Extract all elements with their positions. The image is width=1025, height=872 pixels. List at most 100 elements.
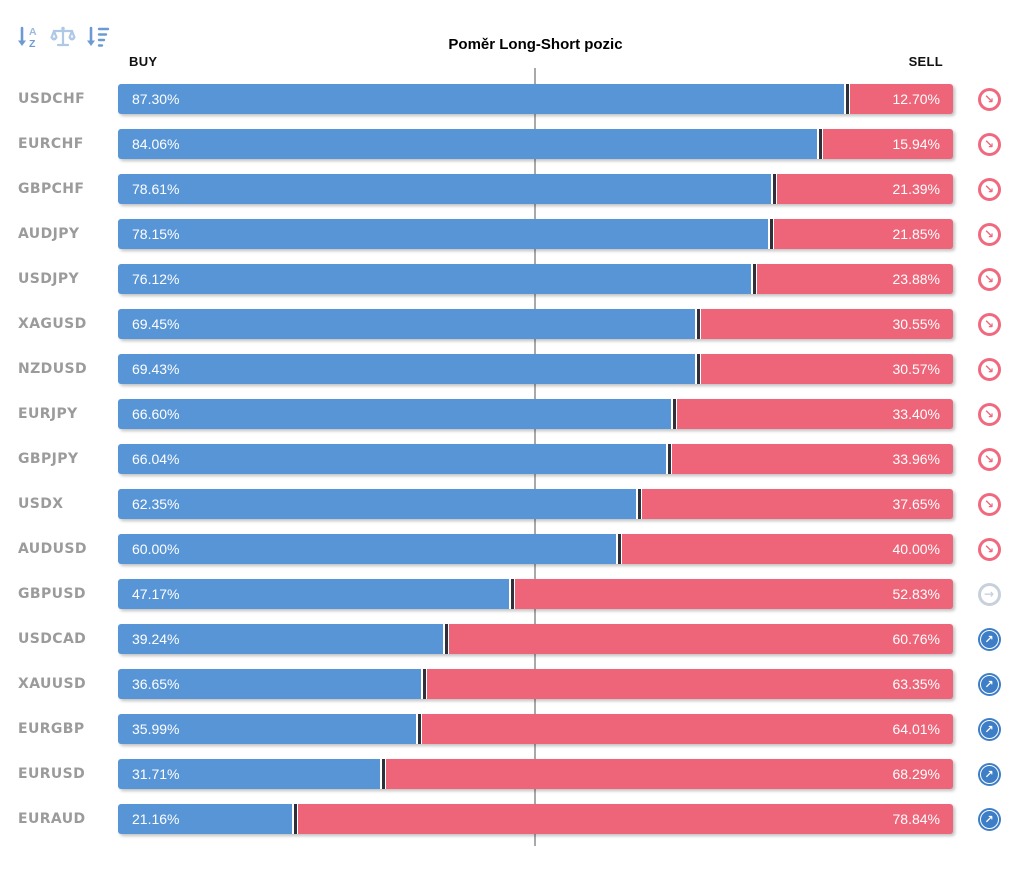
trend-down-icon[interactable]: ↘: [977, 312, 1001, 336]
trend-down-icon[interactable]: ↘: [977, 402, 1001, 426]
trend-down-icon[interactable]: ↘: [977, 447, 1001, 471]
sell-bar: 33.40%: [674, 399, 953, 429]
instrument-row: EURUSD 31.71% 68.29% ↗: [0, 759, 1025, 789]
pair-label: GBPJPY: [18, 451, 79, 467]
sell-bar: 78.84%: [294, 804, 953, 834]
pair-label: EURUSD: [18, 766, 86, 782]
buy-column-header: BUY: [129, 54, 158, 69]
sort-balance-button[interactable]: [49, 23, 76, 51]
trend-down-icon[interactable]: ↘: [977, 87, 1001, 111]
pair-label: EURCHF: [18, 136, 84, 152]
ratio-bar-track: 76.12% 23.88%: [118, 264, 953, 294]
buy-sell-divider: [671, 399, 678, 429]
sell-percentage: 60.76%: [892, 631, 940, 647]
buy-bar: 31.71%: [118, 759, 383, 789]
buy-percentage: 84.06%: [132, 136, 180, 152]
buy-percentage: 47.17%: [132, 586, 180, 602]
buy-sell-divider: [379, 759, 386, 789]
buy-bar: 69.43%: [118, 354, 698, 384]
sell-percentage: 23.88%: [892, 271, 940, 287]
sell-percentage: 64.01%: [892, 721, 940, 737]
instrument-row: GBPJPY 66.04% 33.96% ↘: [0, 444, 1025, 474]
pair-label: EURAUD: [18, 811, 86, 827]
sort-amount-down-icon: [86, 26, 109, 47]
sell-bar: 30.57%: [697, 354, 953, 384]
instrument-row: XAGUSD 69.45% 30.55% ↘: [0, 309, 1025, 339]
chart-rows: USDCHF 87.30% 12.70% ↘ EURCHF 84.06% 15.…: [0, 84, 1025, 849]
sell-percentage: 40.00%: [892, 541, 940, 557]
trend-down-icon[interactable]: ↘: [977, 177, 1001, 201]
signal-cell: ↘: [953, 177, 1025, 201]
pair-label: USDJPY: [18, 271, 80, 287]
sell-bar: 21.85%: [770, 219, 953, 249]
trend-up-icon[interactable]: ↗: [977, 807, 1001, 831]
buy-bar: 84.06%: [118, 129, 820, 159]
svg-text:Z: Z: [29, 38, 36, 50]
buy-bar: 21.16%: [118, 804, 295, 834]
buy-bar: 78.61%: [118, 174, 775, 204]
ratio-bar-track: 60.00% 40.00%: [118, 534, 953, 564]
sell-bar: 23.88%: [753, 264, 953, 294]
instrument-row: GBPUSD 47.17% 52.83% →: [0, 579, 1025, 609]
buy-bar: 62.35%: [118, 489, 639, 519]
signal-cell: ↘: [953, 132, 1025, 156]
trend-up-icon[interactable]: ↗: [977, 627, 1001, 651]
trend-up-icon[interactable]: ↗: [977, 762, 1001, 786]
trend-up-icon[interactable]: ↗: [977, 672, 1001, 696]
instrument-row: EURGBP 35.99% 64.01% ↗: [0, 714, 1025, 744]
signal-cell: ↗: [953, 672, 1025, 696]
buy-bar: 60.00%: [118, 534, 619, 564]
sell-percentage: 21.39%: [892, 181, 940, 197]
trend-down-icon[interactable]: ↘: [977, 132, 1001, 156]
buy-sell-divider: [421, 669, 428, 699]
pair-label: XAUUSD: [18, 676, 87, 692]
buy-sell-divider: [666, 444, 673, 474]
pair-label: USDX: [18, 496, 64, 512]
buy-sell-divider: [750, 264, 757, 294]
buy-sell-divider: [843, 84, 850, 114]
buy-sell-divider: [442, 624, 449, 654]
trend-neutral-icon[interactable]: →: [977, 582, 1001, 606]
instrument-row: EURCHF 84.06% 15.94% ↘: [0, 129, 1025, 159]
buy-percentage: 66.04%: [132, 451, 180, 467]
ratio-bar-track: 21.16% 78.84%: [118, 804, 953, 834]
trend-down-icon[interactable]: ↘: [977, 357, 1001, 381]
sell-bar: 63.35%: [424, 669, 953, 699]
svg-text:A: A: [29, 26, 37, 38]
instrument-row: AUDUSD 60.00% 40.00% ↘: [0, 534, 1025, 564]
instrument-row: USDCAD 39.24% 60.76% ↗: [0, 624, 1025, 654]
sort-alpha-down-icon: A Z: [17, 26, 37, 50]
buy-percentage: 78.15%: [132, 226, 180, 242]
buy-bar: 69.45%: [118, 309, 698, 339]
trend-down-icon[interactable]: ↘: [977, 222, 1001, 246]
instrument-row: XAUUSD 36.65% 63.35% ↗: [0, 669, 1025, 699]
sell-percentage: 15.94%: [892, 136, 940, 152]
instrument-row: AUDJPY 78.15% 21.85% ↘: [0, 219, 1025, 249]
signal-cell: ↗: [953, 627, 1025, 651]
pair-label: GBPCHF: [18, 181, 85, 197]
sell-column-header: SELL: [908, 54, 943, 69]
trend-down-icon[interactable]: ↘: [977, 267, 1001, 291]
sell-bar: 40.00%: [619, 534, 953, 564]
instrument-row: EURJPY 66.60% 33.40% ↘: [0, 399, 1025, 429]
buy-percentage: 35.99%: [132, 721, 180, 737]
instrument-row: USDX 62.35% 37.65% ↘: [0, 489, 1025, 519]
trend-down-icon[interactable]: ↘: [977, 537, 1001, 561]
sell-percentage: 30.55%: [892, 316, 940, 332]
sort-alphabetical-button[interactable]: A Z: [15, 23, 42, 51]
pair-label: EURGBP: [18, 721, 85, 737]
buy-sell-divider: [635, 489, 642, 519]
ratio-bar-track: 69.43% 30.57%: [118, 354, 953, 384]
sell-bar: 52.83%: [511, 579, 953, 609]
page-title: Poměr Long-Short pozic: [448, 36, 623, 53]
buy-percentage: 36.65%: [132, 676, 180, 692]
buy-bar: 47.17%: [118, 579, 512, 609]
trend-up-icon[interactable]: ↗: [977, 717, 1001, 741]
buy-sell-divider: [291, 804, 298, 834]
sell-percentage: 21.85%: [892, 226, 940, 242]
trend-down-icon[interactable]: ↘: [977, 492, 1001, 516]
sell-percentage: 30.57%: [892, 361, 940, 377]
instrument-row: GBPCHF 78.61% 21.39% ↘: [0, 174, 1025, 204]
buy-percentage: 66.60%: [132, 406, 180, 422]
sort-by-value-button[interactable]: [83, 23, 110, 51]
